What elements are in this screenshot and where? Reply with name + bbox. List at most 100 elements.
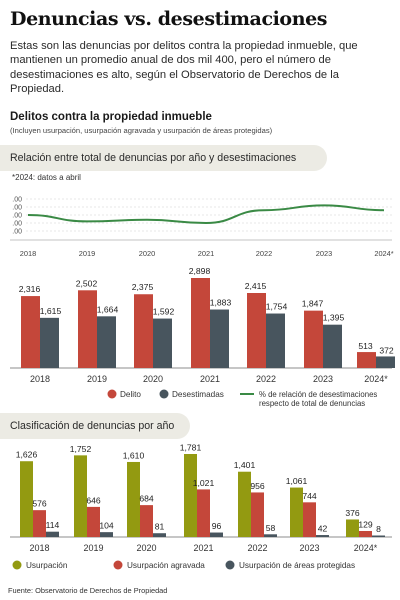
- data-label: 1,592: [153, 307, 175, 317]
- x-tick-label: 2023: [316, 249, 332, 258]
- bar-desestimadas: [40, 317, 59, 368]
- data-label: 1,615: [40, 306, 62, 316]
- data-label: 2,415: [245, 281, 267, 291]
- data-label: 744: [302, 491, 317, 501]
- x-tick-label: 2021: [198, 249, 214, 258]
- data-label: 1,626: [16, 450, 38, 460]
- x-tick-label: 2024*: [354, 543, 378, 553]
- x-tick-label: 2023: [299, 543, 319, 553]
- data-label: 2,502: [76, 278, 98, 288]
- bar-usurpacion-agravada: [87, 506, 100, 537]
- data-label: 646: [86, 495, 101, 505]
- data-label: 2,316: [19, 284, 41, 294]
- data-label: 2,898: [189, 266, 211, 276]
- legend-label: Desestimadas: [172, 390, 224, 399]
- bar-desestimadas: [210, 309, 229, 368]
- section-title: Delitos contra la propiedad inmueble: [10, 111, 212, 123]
- legend-label: respecto de total de denuncias: [259, 399, 365, 408]
- data-label: 1,781: [180, 443, 202, 453]
- data-label: 1,021: [193, 478, 215, 488]
- denuncias-bar-chart: 2,316 1,615 2018 2,502 1,664 2019 2,375 1,592 20…: [10, 266, 395, 408]
- bar-areas-protegidas: [153, 533, 166, 537]
- data-label: 372: [379, 345, 394, 355]
- bar-areas-protegidas: [264, 534, 277, 537]
- bar-desestimadas: [376, 356, 395, 368]
- bar-usurpacion: [127, 461, 140, 537]
- legend-label: % de relación de desestimaciones: [259, 390, 377, 399]
- y-tick-label: .00: [12, 221, 22, 228]
- bar-delito: [134, 294, 153, 368]
- data-label: 576: [32, 499, 47, 509]
- bar-usurpacion: [346, 519, 359, 537]
- data-label: 2,375: [132, 282, 154, 292]
- data-label: 684: [139, 494, 154, 504]
- y-tick-label: .00: [12, 205, 22, 212]
- y-tick-label: .00: [12, 213, 22, 220]
- data-label: 81: [155, 522, 165, 532]
- bar-usurpacion: [20, 461, 33, 537]
- legend-marker-protegidas: [225, 560, 235, 570]
- source-note: Fuente: Observatorio de Derechos de Prop…: [8, 586, 168, 595]
- bar-delito: [304, 310, 323, 368]
- data-label: 114: [46, 520, 60, 530]
- legend-marker-desestimadas: [159, 389, 169, 399]
- data-label: 1,061: [286, 476, 308, 486]
- data-label: 513: [358, 341, 373, 351]
- bar-usurpacion-agravada: [359, 530, 372, 537]
- x-tick-label: 2022: [256, 249, 272, 258]
- x-tick-label: 2020: [143, 374, 163, 384]
- data-label: 42: [318, 524, 328, 534]
- intro-text: Estas son las denuncias por delitos cont…: [10, 40, 358, 96]
- data-label: 1,883: [210, 298, 232, 308]
- x-tick-label: 2023: [313, 374, 333, 384]
- bar-usurpacion: [290, 487, 303, 537]
- bar-delito: [78, 290, 97, 368]
- legend-marker-usurpacion: [12, 560, 22, 570]
- bar-usurpacion-agravada: [197, 489, 210, 537]
- bar-areas-protegidas: [372, 535, 385, 537]
- data-label: 129: [358, 519, 373, 529]
- bar-areas-protegidas: [100, 532, 113, 537]
- bar-areas-protegidas: [46, 531, 59, 537]
- bar-usurpacion-agravada: [303, 502, 316, 537]
- data-label: 96: [212, 521, 222, 531]
- x-tick-label: 2019: [83, 543, 103, 553]
- bar-usurpacion: [184, 454, 197, 537]
- data-label: 1,847: [302, 299, 324, 309]
- x-tick-label: 2024*: [374, 249, 393, 258]
- data-note: *2024: datos a abril: [12, 173, 81, 182]
- bar-usurpacion-agravada: [251, 492, 264, 537]
- line-chart-title-band: Relación entre total de denuncias por añ…: [0, 145, 327, 171]
- bar-delito: [21, 296, 40, 368]
- data-label: 956: [250, 481, 265, 491]
- x-tick-label: 2021: [193, 543, 213, 553]
- data-label: 1,395: [323, 313, 345, 323]
- data-label: 8: [376, 524, 381, 534]
- bar-usurpacion: [74, 455, 87, 537]
- x-tick-label: 2019: [79, 249, 95, 258]
- x-tick-label: 2022: [247, 543, 267, 553]
- legend-marker-agravada: [113, 560, 123, 570]
- classification-title: Clasificación de denuncias por año: [10, 420, 175, 432]
- classification-title-band: Clasificación de denuncias por año: [0, 413, 190, 439]
- bar-delito: [357, 352, 376, 368]
- bar-desestimadas: [323, 324, 342, 368]
- bar-areas-protegidas: [316, 535, 329, 537]
- bar-usurpacion-agravada: [33, 510, 46, 537]
- bar-usurpacion-agravada: [140, 505, 153, 537]
- page-title: Denuncias vs. desestimaciones: [10, 8, 328, 30]
- bar-delito: [191, 278, 210, 368]
- bar-desestimadas: [266, 313, 285, 368]
- x-tick-label: 2021: [200, 374, 220, 384]
- x-tick-label: 2022: [256, 374, 276, 384]
- data-label: 1,401: [234, 460, 256, 470]
- bar-usurpacion: [238, 471, 251, 537]
- series-line: [27, 204, 385, 225]
- data-label: 104: [99, 521, 114, 531]
- data-label: 58: [266, 523, 276, 533]
- legend-label: Delito: [120, 390, 141, 399]
- legend-label: Usurpación de áreas protegidas: [239, 561, 355, 570]
- bar-delito: [247, 293, 266, 368]
- data-label: 376: [345, 508, 360, 518]
